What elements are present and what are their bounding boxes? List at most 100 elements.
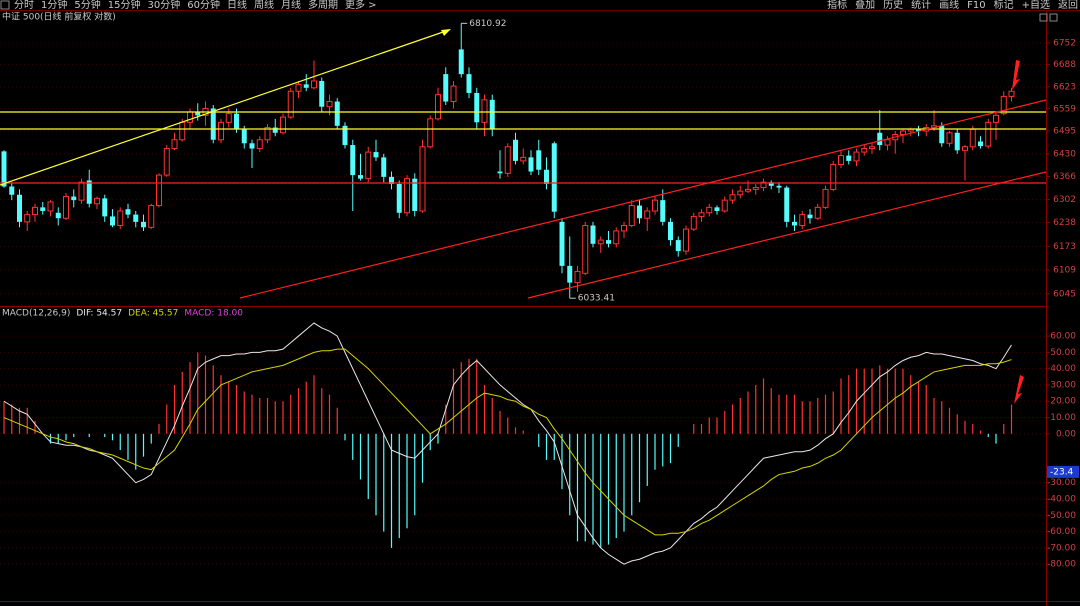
red-arrow <box>1014 375 1024 404</box>
toolbar-item[interactable]: 标记 <box>994 0 1014 11</box>
y-tick-label: 6238 <box>1053 218 1076 228</box>
candle-body <box>690 215 697 230</box>
candle-body <box>954 132 960 151</box>
menu-icon[interactable] <box>0 0 10 10</box>
candle-body <box>768 182 774 186</box>
candle-body <box>187 111 193 123</box>
candle-body <box>900 130 906 136</box>
toolbar-item[interactable]: 历史 <box>883 0 903 11</box>
candle-body <box>17 194 22 222</box>
toolbar-item[interactable]: 返回 <box>1058 0 1078 11</box>
candle-body <box>613 230 620 245</box>
candle-body <box>40 207 46 211</box>
candle-body <box>71 196 77 201</box>
toolbar-item[interactable]: 画线 <box>939 0 959 11</box>
candle-body <box>419 146 426 212</box>
candle-body <box>706 206 713 214</box>
trend-arrow <box>441 29 451 36</box>
candle-body <box>814 206 821 219</box>
toolbar-item[interactable]: 分时 <box>14 0 34 11</box>
candle-body <box>792 221 797 226</box>
toolbar-item[interactable]: F10 <box>967 0 985 11</box>
candle-body <box>528 157 534 172</box>
candle-body <box>396 184 402 213</box>
candle-body <box>404 178 410 214</box>
candle-body <box>652 199 658 212</box>
candle-body <box>660 200 666 222</box>
y-tick-label: -70.00 <box>1047 543 1076 553</box>
y-tick-label: 20.00 <box>1050 397 1076 407</box>
candle-body <box>102 198 108 217</box>
toolbar-item[interactable]: 叠加 <box>855 0 875 11</box>
candle-body <box>846 155 852 161</box>
candle-body <box>993 114 999 123</box>
candle-body <box>683 228 689 252</box>
toolbar-item[interactable]: 日线 <box>227 0 247 11</box>
candle-body <box>466 74 472 93</box>
candle-body <box>256 139 263 150</box>
macd-title: MACD(12,26,9) <box>2 309 70 319</box>
candle-body <box>760 181 767 189</box>
candle-body <box>365 151 372 180</box>
pane-icon[interactable] <box>1039 13 1048 22</box>
pane-icon[interactable] <box>1049 13 1058 22</box>
y-tick-label: 50.00 <box>1050 348 1076 358</box>
candle-body <box>264 127 271 141</box>
toolbar-item[interactable]: +自选 <box>1022 0 1050 11</box>
candle-body <box>714 207 720 211</box>
y-tick-label: 60.00 <box>1050 332 1076 342</box>
toolbar-item[interactable]: 月线 <box>281 0 301 11</box>
toolbar-item[interactable]: 1分钟 <box>41 0 67 11</box>
candle-body <box>675 240 681 252</box>
candle-body <box>32 206 38 216</box>
y-tick-label: 10.00 <box>1050 413 1076 423</box>
low-label: 6033.41 <box>578 294 615 304</box>
candle-body <box>559 221 565 266</box>
red-arrow <box>1012 60 1020 90</box>
y-tick-label: -30.00 <box>1047 478 1076 488</box>
channel-line <box>527 171 1047 299</box>
y-tick-label: 30.00 <box>1050 380 1076 390</box>
toolbar-item[interactable]: 指标 <box>827 0 847 11</box>
toolbar-item[interactable]: 5分钟 <box>74 0 100 11</box>
candle-body <box>342 125 348 146</box>
toolbar-item[interactable]: 15分钟 <box>108 0 141 11</box>
candle-body <box>373 152 379 158</box>
candle-body <box>637 205 642 219</box>
candle-body <box>435 94 441 120</box>
toolbar-item[interactable]: 60分钟 <box>187 0 220 11</box>
y-tick-label: 6559 <box>1053 104 1076 114</box>
candle-body <box>597 239 604 245</box>
candle-body <box>1000 95 1007 115</box>
toolbar-item[interactable]: 多周期 <box>308 0 338 11</box>
toolbar-item[interactable]: 周线 <box>254 0 274 11</box>
candle-body <box>311 80 317 89</box>
candle-body <box>218 121 224 141</box>
candle-body <box>939 125 945 144</box>
candle-body <box>350 145 356 176</box>
candle-body <box>1008 90 1015 97</box>
macd-line <box>3 348 1012 536</box>
candle-body <box>94 197 100 205</box>
y-tick-label: 6623 <box>1053 82 1076 92</box>
trend-line <box>0 30 447 186</box>
toolbar-item[interactable]: 30分钟 <box>147 0 180 11</box>
candle-body <box>163 148 170 176</box>
candle-body <box>450 85 457 103</box>
candle-body <box>125 209 131 215</box>
toolbar-item[interactable]: 更多 > <box>345 0 377 11</box>
candle-body <box>171 139 178 150</box>
candle-body <box>799 214 806 226</box>
toolbar-item[interactable]: 统计 <box>911 0 931 11</box>
y-tick-label: 6495 <box>1053 127 1076 137</box>
y-tick-label: 6430 <box>1053 149 1076 159</box>
candle-body <box>582 224 589 274</box>
candle-body <box>241 129 247 144</box>
candle-body <box>969 128 976 148</box>
candle-body <box>497 171 503 174</box>
channel-line <box>239 99 1047 299</box>
candle-body <box>24 214 31 223</box>
candle-body <box>628 205 635 226</box>
